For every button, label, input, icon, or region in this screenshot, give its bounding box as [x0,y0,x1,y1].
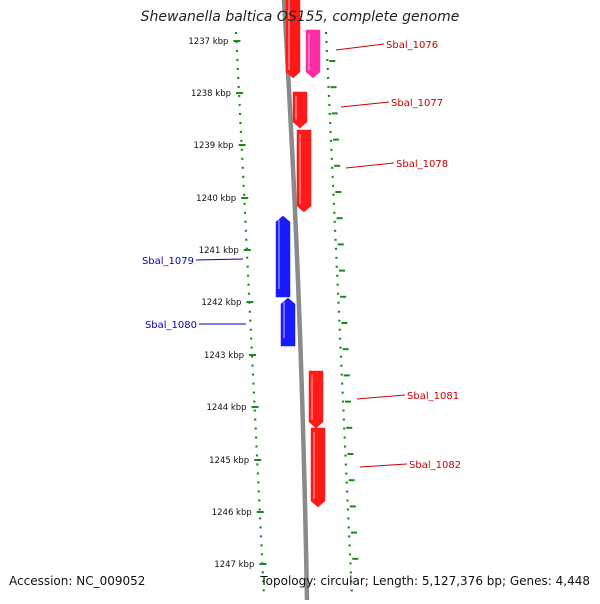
gene-label-leader [359,463,408,468]
ruler-tick-label: 1247 kbp [214,560,254,570]
ruler-tick-label: 1240 kbp [196,194,236,204]
ruler-tick-label: 1241 kbp [199,246,239,256]
gene-label-leader [340,101,390,108]
accession-label: Accession: NC_009052 [9,574,146,588]
gene-label-sbal_1080[interactable]: Sbal_1080 [145,320,197,331]
ruler-tick-label: 1238 kbp [191,89,231,99]
ruler-tick-label: 1245 kbp [209,456,249,466]
gene-feature[interactable] [292,91,308,129]
gene-label-sbal_1079[interactable]: Sbal_1079 [142,256,194,267]
gene-feature[interactable] [285,0,301,79]
gene-feature[interactable] [280,297,296,347]
gene-label-sbal_1078[interactable]: Sbal_1078 [396,159,448,170]
gene-label-sbal_1076[interactable]: Sbal_1076 [386,40,438,51]
gene-label-leader [335,43,385,51]
gene-feature[interactable] [308,370,324,429]
ruler-tick-label: 1246 kbp [212,508,252,518]
gene-label-sbal_1077[interactable]: Sbal_1077 [391,98,443,109]
gene-feature[interactable] [305,29,321,79]
gene-label-sbal_1081[interactable]: Sbal_1081 [407,391,459,402]
ruler-tick-label: 1243 kbp [204,351,244,361]
ruler-tick-label: 1237 kbp [188,37,228,47]
genome-title: Shewanella baltica OS155, complete genom… [140,9,460,25]
gene-feature[interactable] [296,129,312,213]
ruler-tick-label: 1239 kbp [194,141,234,151]
gene-label-sbal_1082[interactable]: Sbal_1082 [409,460,461,471]
ruler-tick-label: 1242 kbp [201,298,241,308]
topology-label: Topology: circular; Length: 5,127,376 bp… [260,574,590,588]
gene-feature[interactable] [275,215,291,298]
gene-label-leader [356,394,406,400]
ruler-tick-label: 1244 kbp [207,403,247,413]
gene-label-leader [195,258,244,261]
gene-label-leader [345,162,395,169]
gene-feature[interactable] [310,427,326,508]
ruler-line-right [324,31,354,598]
